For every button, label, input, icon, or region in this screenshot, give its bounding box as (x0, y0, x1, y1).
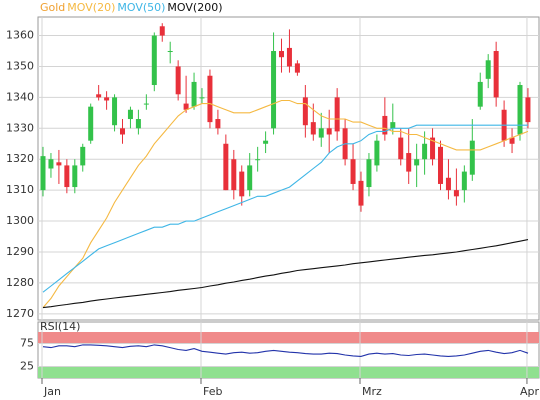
candle-body (493, 51, 499, 98)
candle-body (382, 115, 388, 135)
candle-body (72, 165, 78, 188)
candle-body (318, 128, 324, 138)
candle-body (271, 51, 277, 129)
indicator-line (42, 344, 529, 357)
candle-body (48, 159, 54, 169)
candle-body (127, 109, 133, 120)
candle-body (64, 165, 70, 188)
indicator-line (42, 99, 529, 308)
y-tick-label: 25 (20, 360, 34, 373)
candle-body (151, 35, 157, 86)
candle-body (223, 143, 229, 191)
candle-body (255, 159, 261, 161)
candle-body (135, 119, 141, 129)
candle-body (56, 162, 62, 166)
x-tick-label: Jan (43, 385, 61, 398)
y-tick-label: 1330 (6, 121, 34, 134)
candle-body (390, 122, 396, 129)
candle-body (445, 177, 451, 191)
candle-body (438, 146, 443, 184)
candle-body (350, 159, 356, 184)
y-tick-label: 1300 (6, 214, 34, 227)
candle-body (279, 51, 284, 58)
candle-body (302, 97, 308, 126)
candle-body (191, 81, 197, 107)
candle-body (247, 165, 253, 191)
y-tick-label: 1290 (6, 245, 34, 258)
y-tick-label: 1320 (6, 152, 34, 165)
candle-body (96, 94, 102, 98)
candle-body (374, 140, 380, 166)
candle-body (112, 97, 118, 126)
y-tick-label: 1310 (6, 183, 34, 196)
candle-body (334, 97, 340, 132)
candle-body (207, 75, 213, 123)
candle-body (310, 122, 316, 135)
candle-body (167, 51, 173, 53)
main-plot-frame (37, 16, 540, 321)
candle-body (406, 153, 412, 172)
candle-body (159, 26, 165, 36)
legend-entry: MOV(200) (167, 1, 222, 14)
candle-body (509, 137, 515, 144)
y-tick-label: 75 (20, 337, 34, 350)
candle-body (485, 60, 491, 79)
legend-entry: MOV(50) (117, 1, 165, 14)
panel-title: RSI(14) (40, 320, 80, 333)
candle-body (517, 85, 523, 135)
candle-body (104, 97, 110, 101)
candle-body (366, 159, 372, 188)
candle-body (477, 81, 483, 107)
legend-entry: MOV(20) (67, 1, 115, 14)
candle-body (263, 140, 269, 144)
candle-body (525, 97, 531, 123)
candle-body (398, 137, 404, 160)
y-tick-label: 1360 (6, 29, 34, 42)
x-tick-label: Apr (520, 385, 540, 398)
candle-body (143, 103, 149, 105)
candle-body (422, 143, 428, 160)
x-tick-label: Feb (203, 385, 222, 398)
indicator-line (42, 124, 528, 293)
candle-body (231, 159, 237, 191)
candle-body (40, 156, 46, 191)
candle-body (358, 180, 364, 206)
x-tick-label: Mrz (362, 385, 382, 398)
legend-entry: Gold (40, 1, 65, 14)
y-tick-label: 1350 (6, 59, 34, 72)
candle-body (175, 66, 181, 95)
candle-body (183, 103, 189, 110)
y-tick-label: 1270 (6, 307, 34, 320)
candle-body (453, 190, 459, 197)
candle-body (199, 97, 205, 99)
candle-body (80, 146, 86, 166)
candle-body (286, 47, 292, 67)
y-tick-label: 1280 (6, 276, 34, 289)
candle-body (294, 63, 300, 73)
overbought-band (38, 332, 539, 344)
candle-body (461, 171, 467, 191)
candle-body (430, 137, 436, 160)
candle-body (239, 171, 245, 197)
candle-body (326, 128, 332, 135)
oversold-band (38, 366, 539, 378)
candle-body (469, 140, 475, 175)
candle-body (88, 106, 94, 141)
y-tick-label: 1340 (6, 90, 34, 103)
indicator-line (42, 239, 529, 309)
candle-body (120, 128, 125, 135)
candle-body (414, 159, 420, 166)
candle-body (215, 119, 221, 129)
